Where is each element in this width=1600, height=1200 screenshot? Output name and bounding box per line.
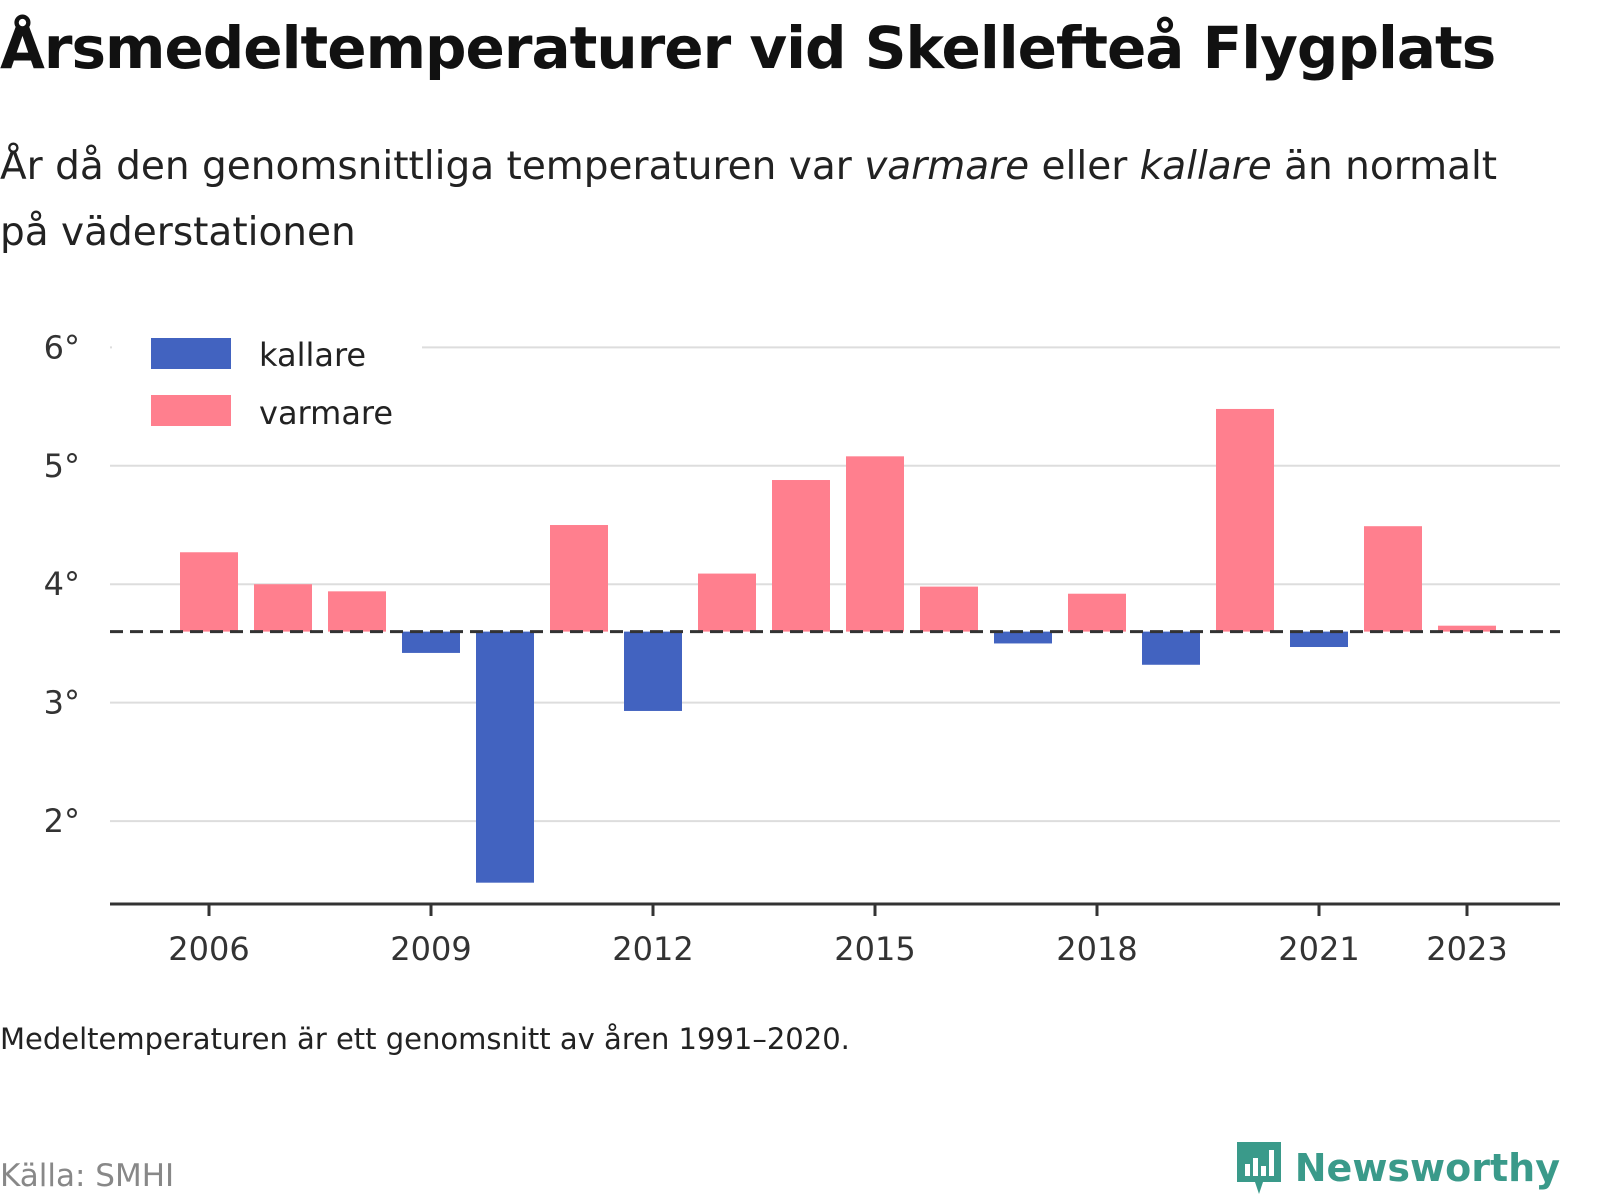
y-tick-label: 2°: [44, 802, 80, 840]
x-tick-label: 2006: [168, 930, 249, 968]
bar-2012: [624, 631, 682, 711]
bar-2019: [1142, 631, 1200, 665]
chart-title: Årsmedeltemperaturer vid Skellefteå Flyg…: [0, 14, 1496, 82]
subtitle-emphasis-varmare: varmare: [864, 144, 1030, 189]
brand-name: Newsworthy: [1294, 1146, 1560, 1190]
bars: [180, 408, 1496, 883]
bar-2015: [846, 456, 904, 632]
legend-label-varmare: varmare: [259, 394, 393, 432]
bar-2023: [1438, 625, 1496, 632]
y-tick-label: 5°: [44, 447, 80, 485]
temperature-bar-chart: 2°3°4°5°6° 2006 2009 2012 2015 2018 2021 2023 …: [44, 328, 1560, 968]
newsworthy-logo-icon: [1236, 1142, 1281, 1194]
bar-2021: [1290, 631, 1348, 648]
x-axis-ticks: 2006 2009 2012 2015 2018 2021 2023: [168, 904, 1508, 968]
subtitle-emphasis-kallare: kallare: [1139, 144, 1272, 189]
bar-2011: [550, 525, 608, 632]
x-tick-label: 2009: [390, 930, 471, 968]
chart-subtitle: År då den genomsnittliga temperaturen va…: [0, 134, 1540, 266]
bar-2014: [772, 480, 830, 632]
legend-swatch-varmare: [151, 395, 231, 426]
bar-2006: [180, 552, 238, 632]
y-tick-label: 6°: [44, 328, 80, 366]
subtitle-text-2: eller: [1029, 144, 1140, 189]
x-tick-label: 2021: [1278, 930, 1359, 968]
legend: kallare varmare: [112, 330, 422, 442]
bar-2017: [994, 631, 1052, 644]
subtitle-text-1: År då den genomsnittliga temperaturen va…: [0, 144, 865, 189]
footnote: Medeltemperaturen är ett genomsnitt av å…: [0, 1022, 850, 1056]
bar-2010: [476, 631, 534, 883]
subtitle-text-3: än normalt på väderstationen: [0, 144, 1498, 255]
y-tick-label: 4°: [44, 565, 80, 603]
y-tick-label: 3°: [44, 684, 80, 722]
x-tick-label: 2015: [834, 930, 915, 968]
x-tick-label: 2023: [1426, 930, 1507, 968]
bar-2009: [402, 631, 460, 653]
legend-swatch-kallare: [151, 338, 231, 369]
brand-logo: Newsworthy: [1233, 1140, 1560, 1196]
x-tick-label: 2018: [1056, 930, 1137, 968]
bar-2007: [254, 584, 312, 632]
legend-label-kallare: kallare: [259, 336, 366, 374]
source-label: Källa: SMHI: [0, 1158, 175, 1194]
bar-2008: [328, 591, 386, 632]
bar-2020: [1216, 408, 1274, 632]
bar-2022: [1364, 526, 1422, 632]
y-axis-ticks: 2° 3° 4° 5° 6°: [44, 328, 80, 840]
bar-2016: [920, 586, 978, 632]
bar-2018: [1068, 593, 1126, 632]
bar-2013: [698, 573, 756, 632]
x-tick-label: 2012: [612, 930, 693, 968]
